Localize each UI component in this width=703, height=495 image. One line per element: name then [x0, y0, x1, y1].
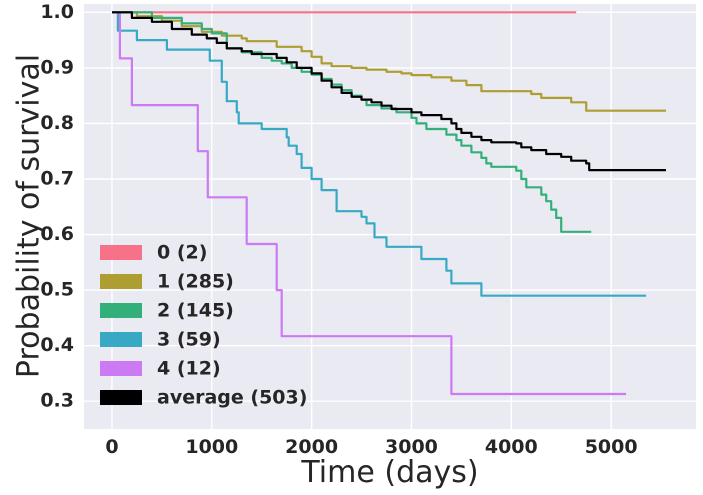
x-tick-label: 5000: [585, 436, 638, 458]
legend-swatch: [100, 390, 142, 405]
y-axis-label: Probability of survival: [12, 54, 47, 378]
y-tick-label: 0.8: [40, 112, 74, 134]
y-tick-label: 0.9: [40, 56, 74, 78]
x-axis-label: Time (days): [300, 455, 478, 490]
legend-swatch: [100, 332, 142, 347]
y-tick-labels: 0.3 0.4 0.5 0.6 0.7 0.8 0.9 1.0: [40, 1, 74, 412]
x-tick-label: 2000: [285, 436, 338, 458]
series-line: [112, 11, 647, 297]
legend-label: average (503): [157, 387, 307, 409]
x-tick-label: 1000: [185, 436, 238, 458]
x-tick-label: 3000: [385, 436, 438, 458]
legend-swatch: [100, 274, 142, 289]
series-line: [112, 11, 666, 112]
legend-swatch: [100, 303, 142, 318]
legend-label: 0 (2): [157, 242, 207, 264]
series-line: [112, 11, 592, 233]
y-tick-label: 0.7: [40, 168, 74, 190]
x-tick-label: 0: [105, 436, 118, 458]
y-tick-label: 0.5: [40, 279, 74, 301]
y-tick-label: 0.6: [40, 223, 74, 245]
series-line: [112, 11, 666, 172]
legend: 0 (2) 1 (285) 2 (145) 3 (59) 4 (12) average (…: [100, 242, 307, 409]
x-tick-labels: 0 1000 2000 3000 4000 5000: [105, 436, 637, 458]
plot-background: [84, 4, 696, 429]
y-tick-label: 0.3: [40, 390, 74, 412]
legend-label: 4 (12): [157, 358, 221, 380]
legend-swatch: [100, 245, 142, 260]
legend-label: 2 (145): [157, 300, 234, 322]
legend-label: 1 (285): [157, 271, 234, 293]
x-tick-label: 4000: [485, 436, 538, 458]
series-line: [112, 11, 627, 396]
legend-swatch: [100, 361, 142, 376]
series-lines: [112, 11, 666, 396]
y-tick-label: 0.4: [40, 334, 74, 356]
y-tick-label: 1.0: [40, 1, 74, 23]
legend-label: 3 (59): [157, 329, 221, 351]
